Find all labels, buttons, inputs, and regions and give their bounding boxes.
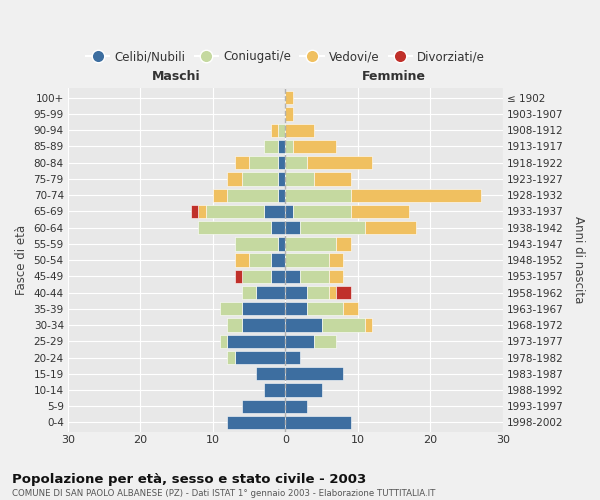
Bar: [286, 302, 307, 316]
Bar: [249, 254, 271, 267]
Text: Femmine: Femmine: [362, 70, 426, 83]
Bar: [271, 221, 286, 234]
Bar: [242, 270, 271, 283]
Bar: [227, 318, 242, 332]
Bar: [286, 140, 293, 153]
Bar: [329, 286, 336, 299]
Bar: [227, 172, 242, 186]
Bar: [314, 172, 350, 186]
Bar: [300, 270, 329, 283]
Bar: [350, 204, 409, 218]
Bar: [227, 334, 286, 348]
Bar: [263, 140, 278, 153]
Bar: [307, 156, 373, 170]
Bar: [307, 286, 329, 299]
Bar: [199, 204, 206, 218]
Bar: [271, 254, 286, 267]
Bar: [286, 318, 322, 332]
Bar: [271, 270, 286, 283]
Bar: [242, 286, 256, 299]
Bar: [278, 237, 286, 250]
Bar: [329, 254, 343, 267]
Bar: [278, 188, 286, 202]
Bar: [227, 188, 278, 202]
Bar: [343, 302, 358, 316]
Bar: [286, 221, 300, 234]
Bar: [293, 140, 336, 153]
Bar: [329, 270, 343, 283]
Bar: [314, 334, 336, 348]
Bar: [293, 204, 350, 218]
Bar: [220, 302, 242, 316]
Bar: [235, 351, 286, 364]
Bar: [263, 204, 286, 218]
Bar: [256, 286, 286, 299]
Bar: [286, 204, 293, 218]
Bar: [286, 351, 300, 364]
Bar: [271, 124, 278, 137]
Bar: [242, 302, 286, 316]
Bar: [286, 334, 314, 348]
Bar: [286, 91, 293, 104]
Text: COMUNE DI SAN PAOLO ALBANESE (PZ) - Dati ISTAT 1° gennaio 2003 - Elaborazione TU: COMUNE DI SAN PAOLO ALBANESE (PZ) - Dati…: [12, 489, 436, 498]
Bar: [235, 254, 249, 267]
Text: Maschi: Maschi: [152, 70, 201, 83]
Bar: [286, 188, 350, 202]
Y-axis label: Anni di nascita: Anni di nascita: [572, 216, 585, 304]
Bar: [278, 172, 286, 186]
Bar: [286, 400, 307, 413]
Text: Popolazione per età, sesso e stato civile - 2003: Popolazione per età, sesso e stato civil…: [12, 472, 366, 486]
Bar: [322, 318, 365, 332]
Bar: [365, 318, 373, 332]
Bar: [206, 204, 263, 218]
Bar: [227, 351, 235, 364]
Bar: [213, 188, 227, 202]
Bar: [242, 400, 286, 413]
Bar: [235, 270, 242, 283]
Bar: [286, 367, 343, 380]
Bar: [199, 221, 271, 234]
Bar: [220, 334, 227, 348]
Bar: [336, 286, 350, 299]
Bar: [278, 124, 286, 137]
Legend: Celibi/Nubili, Coniugati/e, Vedovi/e, Divorziati/e: Celibi/Nubili, Coniugati/e, Vedovi/e, Di…: [81, 46, 490, 68]
Bar: [191, 204, 199, 218]
Bar: [263, 384, 286, 396]
Bar: [350, 188, 481, 202]
Bar: [256, 367, 286, 380]
Bar: [249, 156, 278, 170]
Bar: [278, 156, 286, 170]
Bar: [286, 254, 329, 267]
Bar: [242, 172, 278, 186]
Bar: [286, 286, 307, 299]
Bar: [278, 140, 286, 153]
Bar: [235, 237, 278, 250]
Bar: [227, 416, 286, 429]
Bar: [286, 237, 336, 250]
Bar: [242, 318, 286, 332]
Bar: [286, 108, 293, 120]
Bar: [286, 384, 322, 396]
Bar: [300, 221, 365, 234]
Bar: [286, 270, 300, 283]
Bar: [235, 156, 249, 170]
Bar: [286, 156, 307, 170]
Bar: [307, 302, 343, 316]
Y-axis label: Fasce di età: Fasce di età: [15, 225, 28, 295]
Bar: [365, 221, 416, 234]
Bar: [286, 124, 314, 137]
Bar: [286, 172, 314, 186]
Bar: [336, 237, 350, 250]
Bar: [286, 416, 350, 429]
